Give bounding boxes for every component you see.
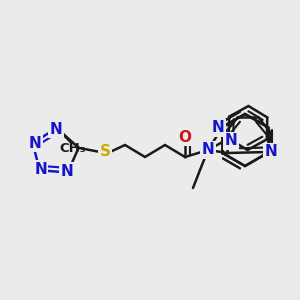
Text: O: O (178, 130, 191, 145)
Text: N: N (265, 145, 278, 160)
Text: N: N (212, 121, 225, 136)
Text: N: N (202, 142, 214, 158)
Text: N: N (224, 133, 237, 148)
Text: N: N (49, 122, 62, 136)
Text: S: S (100, 145, 110, 160)
Text: N: N (28, 136, 41, 151)
Text: CH₃: CH₃ (59, 142, 86, 154)
Text: N: N (60, 164, 73, 179)
Text: N: N (34, 162, 47, 177)
